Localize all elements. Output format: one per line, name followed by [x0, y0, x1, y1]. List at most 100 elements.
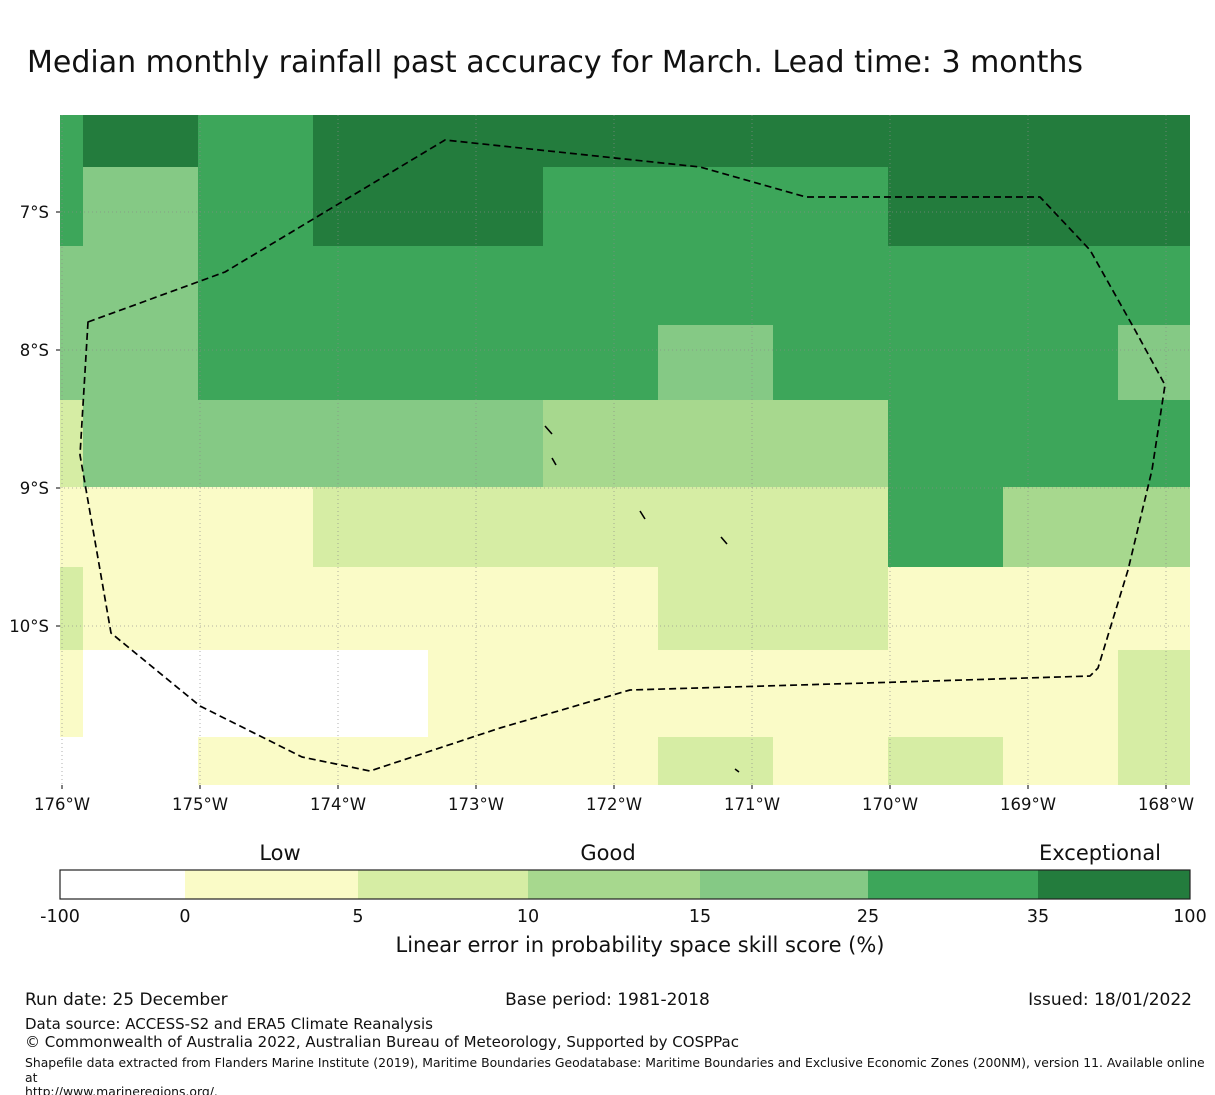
colorbar-border [59, 869, 1191, 900]
shapefile-attribution-text: Shapefile data extracted from Flanders M… [25, 1055, 1205, 1095]
grid-cell [198, 487, 313, 567]
base-period-text: Base period: 1981-2018 [505, 990, 710, 1010]
grid-cell [1003, 325, 1118, 400]
grid-cell [1003, 115, 1118, 167]
grid-cell [198, 650, 313, 737]
x-tick-label: 172°W [586, 795, 642, 814]
grid-cell [60, 400, 83, 487]
grid-cell [1118, 567, 1190, 650]
y-tick-label: 7°S [20, 203, 49, 222]
y-tick-label: 10°S [9, 617, 49, 636]
grid-cell [60, 737, 83, 785]
grid-cell [198, 115, 313, 167]
grid-cell [773, 650, 888, 737]
run-date-text: Run date: 25 December [25, 990, 228, 1010]
colorbar-segment [528, 870, 700, 899]
grid-cell [428, 650, 543, 737]
legend-tick-label: 5 [352, 907, 363, 927]
grid-cell [313, 650, 428, 737]
grid-cell [1118, 487, 1190, 567]
x-tick-label: 170°W [862, 795, 918, 814]
grid-cell [313, 400, 428, 487]
grid-cell [83, 650, 198, 737]
grid-cell [1118, 167, 1190, 246]
grid-cell [428, 246, 543, 325]
grid-cell [773, 400, 888, 487]
shapefile-attribution-line1: Shapefile data extracted from Flanders M… [25, 1055, 1205, 1085]
island-mark [734, 768, 740, 773]
grid-cell [773, 325, 888, 400]
grid-cell [1003, 167, 1118, 246]
grid-cell [1003, 487, 1118, 567]
x-tick-label: 173°W [448, 795, 504, 814]
grid-cell [1118, 325, 1190, 400]
grid-cell [83, 167, 198, 246]
grid-cell [658, 115, 773, 167]
grid-cell [773, 737, 888, 785]
legend-category-label: Low [259, 841, 300, 865]
grid-cell [1003, 567, 1118, 650]
grid-cell [1003, 246, 1118, 325]
issued-date-text: Issued: 18/01/2022 [1028, 990, 1192, 1010]
grid-cell [198, 400, 313, 487]
grid-cell [428, 325, 543, 400]
grid-cell [313, 325, 428, 400]
legend-tick-label: 10 [517, 907, 539, 927]
grid-cell [313, 567, 428, 650]
grid-cell [888, 246, 1003, 325]
y-tick-label: 9°S [20, 479, 49, 498]
grid-cell [543, 167, 658, 246]
grid-cell [313, 737, 428, 785]
grid-cell [1118, 246, 1190, 325]
grid-cell [773, 115, 888, 167]
grid-cell [658, 325, 773, 400]
y-tick-label: 8°S [20, 341, 49, 360]
grid-cell [888, 737, 1003, 785]
legend-category-label: Exceptional [1039, 841, 1161, 865]
grid-cell [428, 115, 543, 167]
grid-cell [428, 567, 543, 650]
grid-cell [1003, 650, 1118, 737]
grid-cell [428, 487, 543, 567]
colorbar-segment [700, 870, 868, 899]
grid-cell [543, 246, 658, 325]
grid-cell [888, 400, 1003, 487]
grid-cell [198, 325, 313, 400]
colorbar-segment [868, 870, 1038, 899]
grid-cell [1118, 737, 1190, 785]
grid-cell [428, 737, 543, 785]
shapefile-attribution-url: http://www.marineregions.org/. [25, 1084, 218, 1095]
grid-cell [543, 650, 658, 737]
grid-cell [658, 567, 773, 650]
grid-cell [428, 167, 543, 246]
grid-cell [658, 650, 773, 737]
grid-cell [1118, 400, 1190, 487]
grid-cell [428, 400, 543, 487]
legend-tick-label: 15 [689, 907, 711, 927]
grid-cell [198, 246, 313, 325]
colorbar-segment [358, 870, 528, 899]
grid-cell [60, 650, 83, 737]
grid-cell [888, 115, 1003, 167]
grid-cell [83, 737, 198, 785]
grid-cell [543, 115, 658, 167]
grid-cell [198, 167, 313, 246]
grid-cell [83, 567, 198, 650]
grid-cell [1003, 737, 1118, 785]
x-tick-label: 171°W [724, 795, 780, 814]
grid-cell [313, 115, 428, 167]
grid-cell [543, 487, 658, 567]
chart-title: Median monthly rainfall past accuracy fo… [27, 45, 1084, 80]
legend-tick-label: 0 [179, 907, 190, 927]
grid-cell [1003, 400, 1118, 487]
grid-cell [658, 246, 773, 325]
island-mark [720, 536, 728, 545]
grid-cell [83, 400, 198, 487]
x-tick-label: 176°W [34, 795, 90, 814]
grid-cell [543, 325, 658, 400]
grid-cell [60, 487, 83, 567]
grid-cell [658, 400, 773, 487]
grid-cell [888, 167, 1003, 246]
grid-cell [543, 567, 658, 650]
